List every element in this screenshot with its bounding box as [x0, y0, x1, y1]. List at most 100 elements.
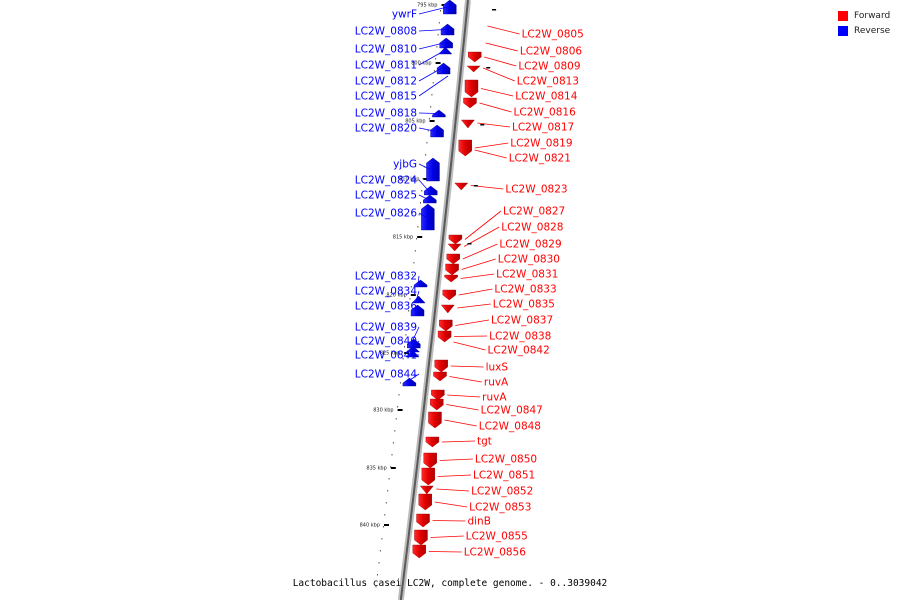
forward-gene-leader: [432, 520, 466, 522]
reverse-gene: [430, 124, 444, 138]
kbp-tick-label: 805 kbp: [405, 119, 425, 125]
kbp-tick-label: 815 kbp: [393, 235, 413, 241]
forward-gene: [423, 452, 437, 469]
forward-gene-label: ruvA: [482, 392, 507, 404]
forward-gene-label: LC2W_0847: [481, 405, 543, 417]
forward-gene: [466, 65, 481, 73]
forward-swatch: [838, 10, 848, 21]
ruler-dot: [435, 58, 437, 60]
reverse-gene-leader: [415, 290, 420, 301]
forward-gene-label: luxS: [486, 362, 509, 374]
legend-item-forward: Forward: [838, 8, 890, 23]
ruler-dot: [417, 226, 419, 228]
ruler-dot: [438, 22, 440, 24]
ruler-dot: [433, 70, 435, 72]
forward-gene-leader: [439, 458, 473, 461]
forward-gene-leader: [454, 335, 488, 337]
forward-gene-leader: [458, 288, 493, 296]
ruler-dot: [412, 274, 414, 276]
ruler-dot: [388, 478, 390, 480]
reverse-gene-leader: [418, 75, 449, 97]
ruler-dot: [397, 406, 399, 408]
reverse-swatch: [838, 25, 848, 36]
kbp-tick: [390, 467, 396, 469]
reverse-gene-label: LC2W_0812: [355, 76, 417, 88]
ruler-dot: [440, 10, 441, 12]
forward-gene-label: dinB: [467, 516, 490, 528]
reverse-gene: [432, 109, 446, 118]
forward-gene-label: LC2W_0852: [471, 486, 533, 498]
forward-gene-leader: [434, 501, 468, 508]
reverse-gene-leader: [418, 6, 448, 15]
forward-gene-leader: [455, 319, 490, 326]
forward-gene: [440, 304, 455, 314]
forward-gene: [460, 119, 475, 129]
legend-label-reverse: Reverse: [854, 25, 891, 36]
reverse-gene-label: LC2W_0840: [355, 336, 417, 348]
forward-gene-label: ruvA: [484, 377, 509, 389]
forward-gene-label: LC2W_0816: [514, 107, 577, 119]
strand-marker: [480, 124, 485, 126]
ruler-dot: [408, 310, 410, 312]
ruler-dot: [431, 94, 433, 96]
forward-gene-leader: [441, 440, 476, 443]
ruler-dot: [410, 286, 412, 288]
reverse-gene-leader: [418, 163, 431, 170]
forward-gene-leader: [457, 303, 491, 309]
reverse-gene: [402, 377, 417, 387]
ruler-dot: [414, 250, 416, 252]
forward-gene-leader: [482, 67, 515, 82]
forward-gene: [414, 529, 428, 546]
reverse-gene-label: LC2W_0808: [355, 26, 417, 38]
reverse-gene-label: LC2W_0820: [355, 123, 417, 135]
forward-gene-label: LC2W_0806: [520, 46, 583, 58]
forward-gene: [442, 289, 456, 301]
kbp-tick: [423, 178, 429, 180]
ruler-dot: [398, 394, 400, 396]
forward-gene: [431, 389, 445, 401]
forward-gene-label: LC2W_0856: [464, 547, 527, 559]
reverse-gene-leader: [410, 326, 420, 344]
ruler-dot: [391, 454, 393, 456]
forward-gene-leader: [453, 341, 486, 351]
ruler-dot: [422, 178, 424, 180]
reverse-gene-label: LC2W_0810: [355, 44, 417, 56]
ruler-dot: [378, 562, 380, 564]
ruler-dot: [390, 466, 392, 468]
reverse-gene-leader: [418, 212, 426, 218]
forward-gene-leader: [449, 376, 482, 383]
forward-gene-leader: [485, 42, 518, 52]
reverse-gene-leader: [418, 112, 437, 114]
reverse-gene-label: LC2W_0824: [355, 175, 418, 187]
forward-gene-leader: [464, 210, 502, 240]
forward-gene: [464, 79, 479, 98]
ruler-dot: [430, 106, 432, 108]
forward-gene-label: LC2W_0850: [475, 454, 537, 466]
reverse-gene: [405, 349, 420, 358]
forward-gene-leader: [461, 258, 496, 270]
ruler-dot: [394, 430, 396, 432]
reverse-gene-leader: [414, 305, 420, 311]
ruler-dot: [379, 550, 381, 552]
ruler-dot: [416, 238, 418, 240]
forward-gene-label: LC2W_0817: [512, 122, 574, 134]
forward-gene-leader: [436, 488, 470, 492]
ruler-dot: [392, 442, 394, 444]
reverse-gene-leader: [406, 373, 420, 383]
forward-gene-label: LC2W_0805: [522, 29, 584, 41]
forward-gene: [463, 97, 477, 109]
ruler-dot: [404, 346, 405, 348]
forward-gene-label: LC2W_0831: [496, 269, 558, 281]
ruler-dot: [428, 118, 430, 120]
forward-gene-label: LC2W_0837: [491, 315, 553, 327]
ruler-dot: [399, 382, 401, 384]
reverse-gene-label: LC2W_0811: [355, 60, 417, 72]
ruler-dot: [402, 358, 404, 360]
forward-gene-label: LC2W_0828: [501, 222, 563, 234]
ruler-dot: [401, 370, 403, 372]
kbp-tick: [435, 62, 441, 64]
reverse-gene-label: LC2W_0815: [355, 91, 417, 103]
ruler-dot: [420, 202, 421, 204]
ruler-dot: [384, 514, 386, 516]
